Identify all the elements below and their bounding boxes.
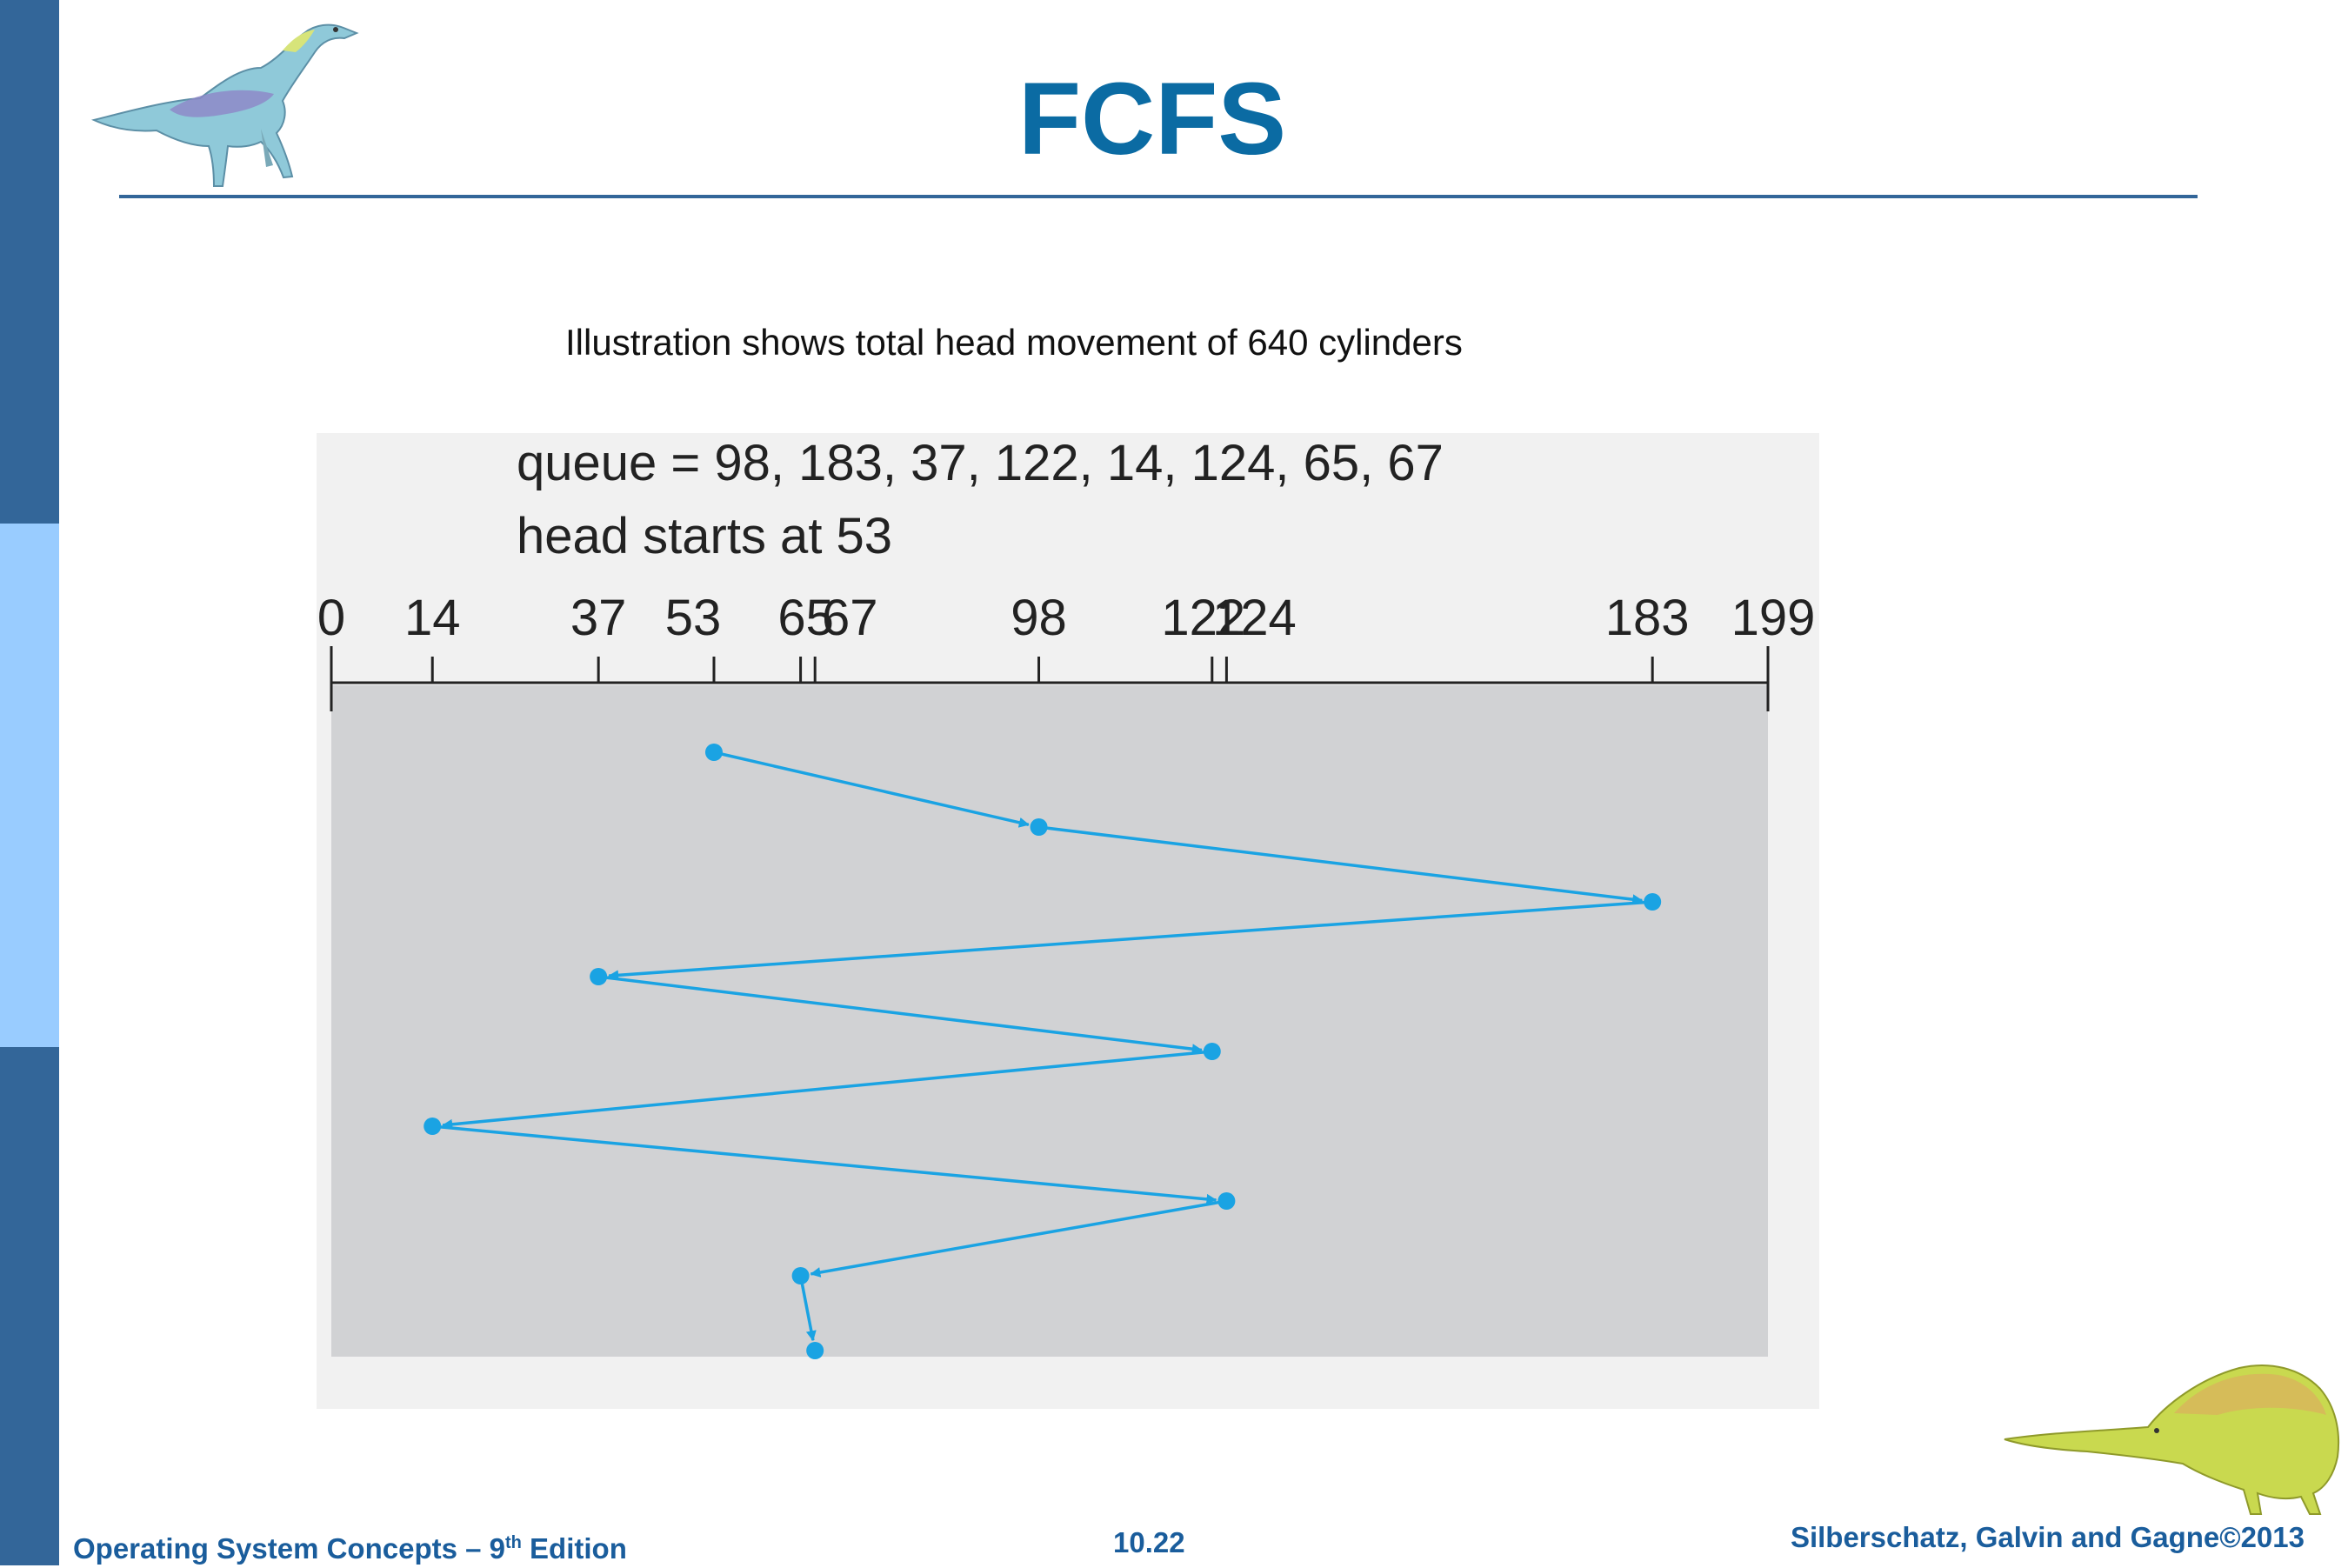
dinosaur-icon [2004, 1364, 2340, 1515]
head-movement-points [424, 744, 1662, 1359]
head-position-14 [424, 1118, 442, 1135]
tick-label-53: 53 [665, 590, 722, 646]
move-segment-124-to-65 [810, 1199, 1227, 1278]
tick-label-37: 37 [570, 590, 627, 646]
head-position-183 [1644, 893, 1662, 911]
edition-word: Edition [521, 1532, 627, 1565]
dinosaur-icon [90, 23, 359, 187]
queue-text: queue = 98, 183, 37, 122, 14, 124, 65, 6… [517, 435, 1444, 491]
footer-book-title: Operating System Concepts – 9th Edition [73, 1524, 627, 1565]
diagram-canvas: queue = 98, 183, 37, 122, 14, 124, 65, 6… [317, 435, 1816, 1359]
tick-label-14: 14 [404, 590, 461, 646]
slide-title: FCFS [1017, 62, 1287, 177]
tick-label-199: 199 [1731, 590, 1816, 646]
decor-bar-bottom [0, 1047, 59, 1565]
footer-copyright: Silberschatz, Galvin and Gagne©2013 [1790, 1521, 2305, 1553]
tick-label-67: 67 [822, 590, 878, 646]
tick-label-124: 124 [1212, 590, 1297, 646]
head-position-65 [791, 1267, 810, 1284]
decor-bar-top [0, 0, 59, 524]
left-decor-bar [0, 0, 59, 1565]
plot-panel [331, 685, 1768, 1357]
fcfs-diagram: queue = 98, 183, 37, 122, 14, 124, 65, 6… [317, 433, 1819, 1409]
figure-caption: Illustration shows total head movement o… [565, 322, 1463, 363]
move-segment-98-to-183 [1038, 825, 1644, 905]
axis-ticks [330, 646, 1770, 711]
tick-label-65: 65 [777, 590, 834, 646]
tick-label-98: 98 [1011, 590, 1067, 646]
head-position-67 [806, 1342, 824, 1359]
tick-label-183: 183 [1605, 590, 1690, 646]
head-position-37 [590, 968, 608, 985]
book-title-text: Operating System Concepts – 9 [73, 1532, 505, 1565]
title-divider [119, 195, 2198, 198]
decor-bar-middle [0, 524, 59, 1047]
head-position-124 [1217, 1192, 1236, 1210]
move-segment-37-to-122 [597, 975, 1203, 1055]
tick-label-122: 122 [1161, 590, 1245, 646]
head-start-text: head starts at 53 [517, 508, 892, 564]
edition-superscript: th [504, 1533, 522, 1552]
move-segment-14-to-124 [432, 1124, 1217, 1204]
head-position-53 [704, 744, 723, 761]
head-position-98 [1030, 818, 1048, 836]
head-movement-path [432, 751, 1653, 1342]
tick-label-0: 0 [317, 590, 345, 646]
move-segment-183-to-37 [608, 900, 1653, 981]
footer-page-number: 10.22 [1113, 1526, 1185, 1558]
move-segment-53-to-98 [713, 751, 1030, 828]
move-segment-65-to-67 [798, 1275, 817, 1342]
move-segment-122-to-14 [442, 1050, 1212, 1130]
head-position-122 [1203, 1043, 1221, 1060]
